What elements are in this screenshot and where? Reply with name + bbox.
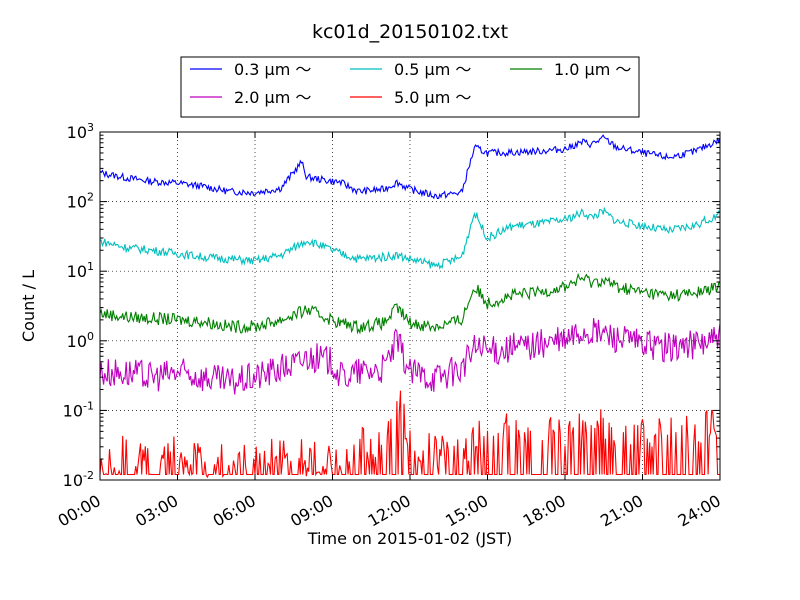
y-axis-title: Count / L xyxy=(19,270,38,342)
series-layer xyxy=(99,134,721,479)
y-tick-label: 10-2 xyxy=(63,469,94,490)
y-tick-label: 103 xyxy=(67,121,94,142)
legend-frame xyxy=(180,56,640,118)
legend-label-5: 5.0 μm ～ xyxy=(394,88,471,107)
y-tick-label: 10-1 xyxy=(63,399,94,420)
legend-label-4: 2.0 μm ～ xyxy=(234,88,311,107)
legend: 0.3 μm ～ 0.5 μm ～ 1.0 μm ～ 2.0 μm ～ 5.0 μm ～ xyxy=(180,56,640,118)
series-line-1 xyxy=(99,134,721,200)
series-line-4 xyxy=(99,318,721,395)
chart-title: kc01d_20150102.txt xyxy=(312,21,508,43)
x-axis-title: Time on 2015-01-02 (JST) xyxy=(307,529,512,548)
y-tick-label: 102 xyxy=(67,191,94,212)
legend-label-3: 1.0 μm ～ xyxy=(554,60,631,79)
y-tick-label: 101 xyxy=(67,260,94,281)
series-line-3 xyxy=(99,272,721,335)
series-line-5 xyxy=(99,390,720,479)
legend-label-1: 0.3 μm ～ xyxy=(234,60,311,79)
y-tick-label: 100 xyxy=(67,330,94,351)
legend-label-2: 0.5 μm ～ xyxy=(394,60,471,79)
legend-items: 0.3 μm ～ 0.5 μm ～ 1.0 μm ～ 2.0 μm ～ 5.0 μm ～ xyxy=(190,60,631,107)
series-line-2 xyxy=(99,206,721,270)
